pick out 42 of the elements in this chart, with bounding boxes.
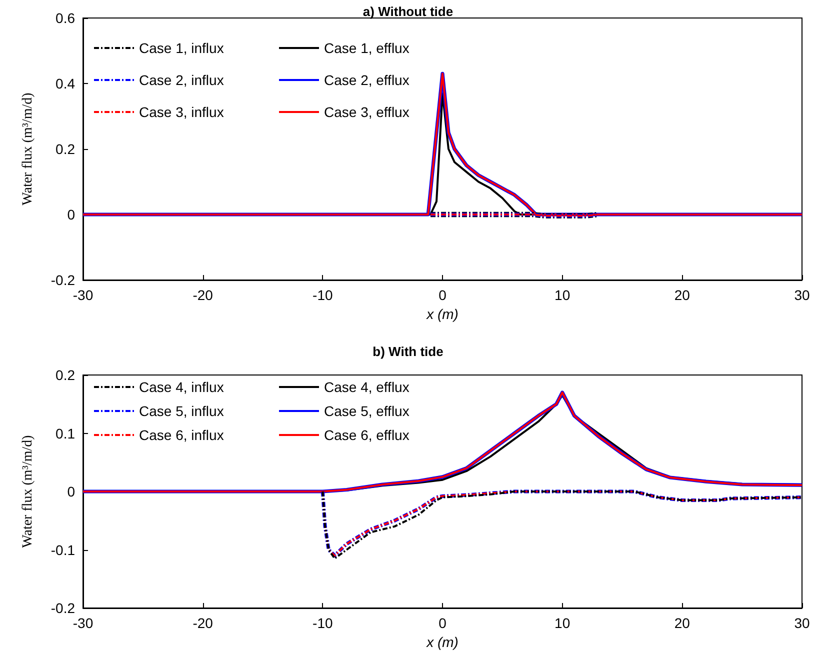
y-tick-label: 0: [67, 484, 76, 500]
y-tick-label: -0.2: [50, 600, 76, 616]
y-tick-label: -0.1: [50, 542, 76, 558]
y-tick-label: 0.6: [56, 10, 76, 26]
legend-label: Case 2, efflux: [324, 72, 410, 88]
legend-label: Case 3, efflux: [324, 104, 410, 120]
y-axis-title: Water flux (m³/m/d): [20, 92, 36, 206]
x-axis-title: x (m): [426, 634, 458, 650]
x-tick-label: 20: [674, 615, 690, 631]
legend-label: Case 6, efflux: [324, 427, 410, 443]
x-tick-label: 0: [438, 287, 447, 303]
legend-label: Case 5, efflux: [324, 403, 410, 419]
legend-label: Case 2, influx: [139, 72, 224, 88]
x-tick-label: 10: [554, 615, 570, 631]
chart-title: b) With tide: [372, 344, 444, 359]
y-tick-label: 0.4: [56, 76, 76, 92]
legend-label: Case 5, influx: [139, 403, 224, 419]
x-tick-label: -30: [72, 287, 94, 303]
y-tick-label: 0.2: [56, 367, 76, 383]
x-tick-label: -20: [192, 615, 214, 631]
y-tick-label: 0.2: [56, 141, 76, 157]
x-tick-label: 20: [674, 287, 690, 303]
x-tick-label: 30: [794, 287, 810, 303]
legend-label: Case 1, influx: [139, 40, 224, 56]
legend-label: Case 4, influx: [139, 379, 224, 395]
legend-label: Case 4, efflux: [324, 379, 410, 395]
x-tick-label: -30: [72, 615, 94, 631]
x-tick-label: 0: [438, 615, 447, 631]
x-tick-label: -10: [312, 287, 333, 303]
legend-label: Case 3, influx: [139, 104, 224, 120]
legend-label: Case 6, influx: [139, 427, 224, 443]
chart-title: a) Without tide: [362, 4, 454, 19]
y-tick-label: 0.1: [56, 425, 76, 442]
x-axis-title: x (m): [426, 306, 458, 322]
x-tick-label: 30: [794, 615, 810, 631]
x-tick-label: 10: [554, 287, 570, 303]
x-tick-label: -20: [192, 287, 214, 303]
legend-label: Case 1, efflux: [324, 40, 410, 56]
y-axis-title: Water flux (m³/m/d): [20, 434, 36, 548]
y-tick-label: -0.2: [50, 272, 76, 288]
y-tick-label: 0: [67, 206, 76, 222]
x-tick-label: -10: [312, 615, 333, 631]
